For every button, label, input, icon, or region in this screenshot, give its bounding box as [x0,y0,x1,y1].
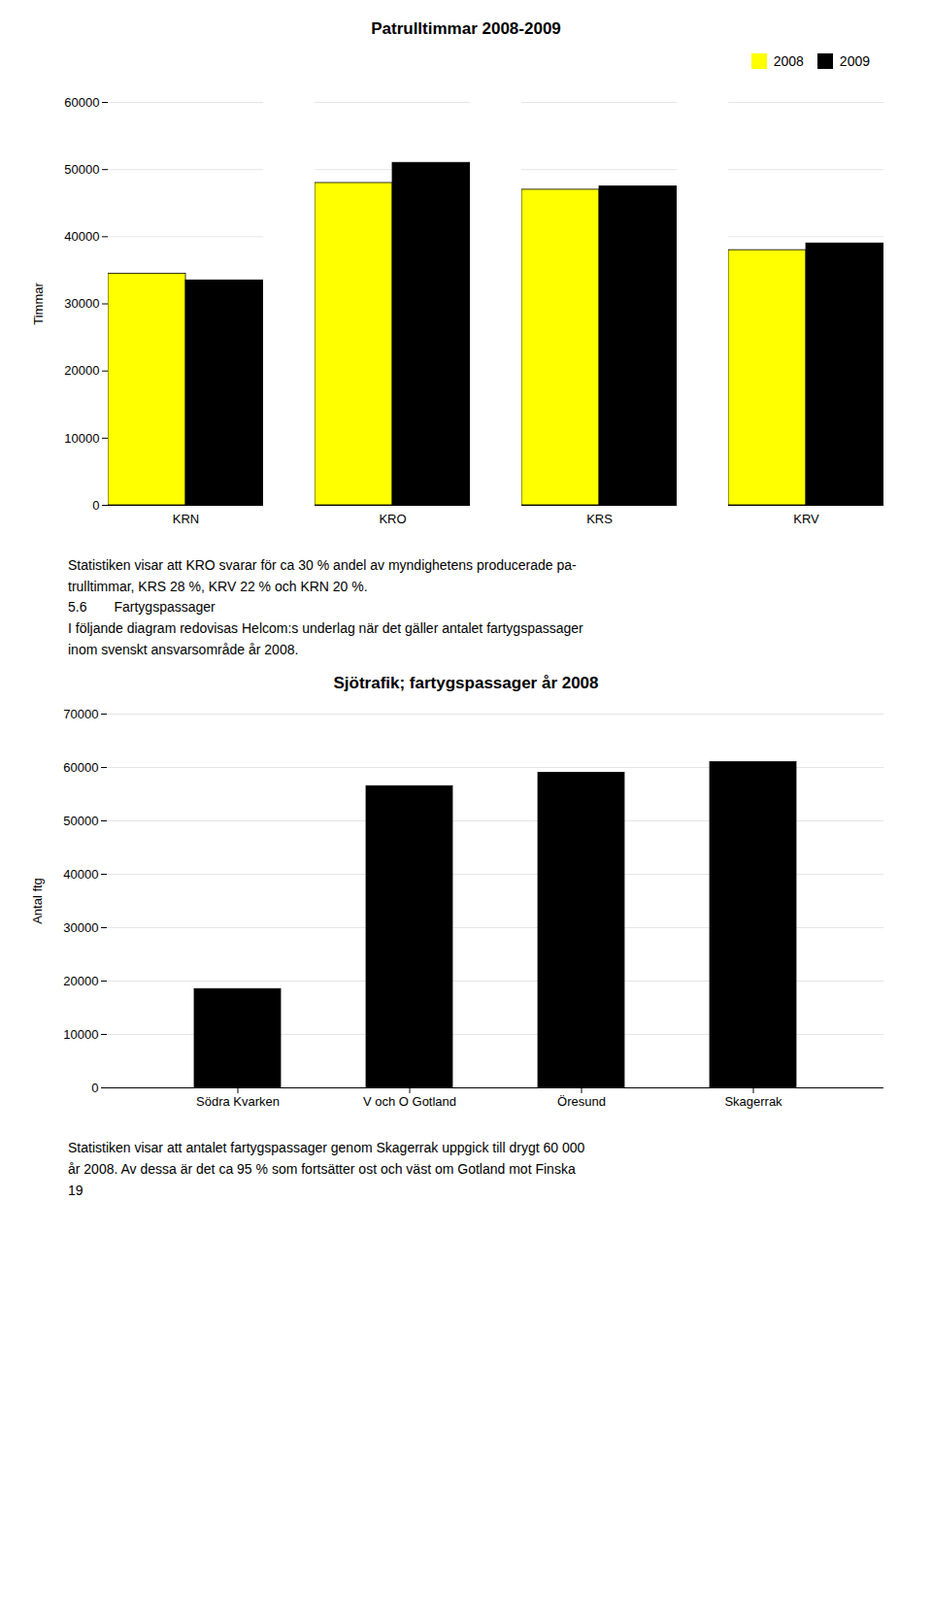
svg-text:30000: 30000 [63,920,99,935]
svg-text:10000: 10000 [63,1027,99,1042]
svg-text:Öresund: Öresund [557,1094,606,1109]
html-text:Fartygspassager: Fartygspassager [114,599,216,615]
svg-text:50000: 50000 [63,813,99,829]
svg-text:Timmar: Timmar [31,282,46,326]
html-text:Statistiken visar att KRO svar: Statistiken visar att KRO svarar för ca … [67,557,577,573]
svg-text:KRS: KRS [586,511,613,527]
svg-text:60000: 60000 [63,760,99,775]
svg-text:V och O Gotland: V och O Gotland [363,1094,457,1109]
html-text:19: 19 [67,1182,84,1198]
svg-text:30000: 30000 [64,296,100,311]
html-text:I följande diagram redovisas H: I följande diagram redovisas Helcom:s un… [67,620,584,636]
svg-text:Antal ftg: Antal ftg [30,878,45,926]
html-text:2009: 2009 [839,52,870,69]
svg-text:KRN: KRN [172,511,200,527]
svg-text:40000: 40000 [63,866,99,882]
svg-text:10000: 10000 [64,430,100,445]
html-text:Sjötrafik; fartygspassager år: Sjötrafik; fartygspassager år 2008 [333,674,599,693]
html-text:trulltimmar, KRS 28 %, KRV 22: trulltimmar, KRS 28 %, KRV 22 % och KRN … [67,578,368,594]
html-text:år 2008. Av dessa är det ca 95: år 2008. Av dessa är det ca 95 % som for… [67,1161,576,1177]
svg-text:70000: 70000 [63,706,99,722]
svg-text:50000: 50000 [64,162,100,177]
svg-text:40000: 40000 [64,229,100,244]
svg-text:60000: 60000 [64,95,100,110]
html-text:inom svenskt ansvarsområde år: inom svenskt ansvarsområde år 2008. [67,641,299,658]
svg-text:KRO: KRO [378,511,406,527]
html-text:Patrulltimmar 2008-2009: Patrulltimmar 2008-2009 [371,19,561,38]
svg-text:20000: 20000 [63,973,99,989]
html-text:5.6: 5.6 [67,599,87,615]
svg-text:Skagerrak: Skagerrak [724,1094,783,1109]
svg-text:20000: 20000 [64,363,100,378]
svg-text:0: 0 [91,1080,99,1096]
svg-text:0: 0 [92,498,100,513]
svg-text:KRV: KRV [793,511,820,527]
html-text:Statistiken visar att antalet: Statistiken visar att antalet fartygspas… [67,1140,585,1156]
svg-text:Södra Kvarken: Södra Kvarken [196,1094,280,1109]
html-text:2008: 2008 [773,52,804,69]
